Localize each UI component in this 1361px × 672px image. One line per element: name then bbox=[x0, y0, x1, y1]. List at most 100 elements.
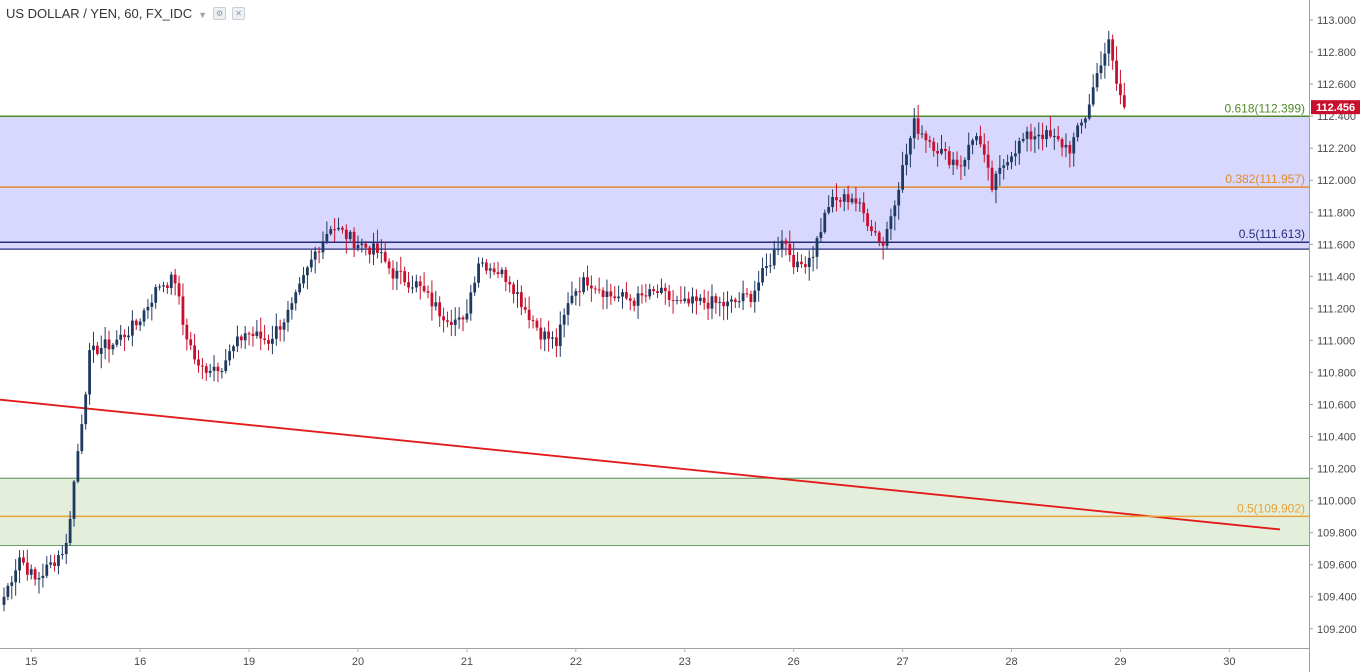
candle-body bbox=[267, 339, 270, 344]
time-axis[interactable]: 15 16 19 20 21 22 23 26 27 28 29 30 bbox=[25, 648, 1235, 668]
candle-body bbox=[644, 295, 648, 297]
fib-zone-1 bbox=[0, 478, 1309, 546]
candle-body bbox=[356, 244, 360, 249]
candle-body bbox=[971, 140, 975, 145]
y-tick-label: 113.000 bbox=[1317, 15, 1356, 27]
candle-body bbox=[924, 133, 928, 141]
candle-body bbox=[800, 261, 803, 265]
candle-body bbox=[963, 160, 967, 167]
candle-body bbox=[150, 302, 154, 307]
candle-body bbox=[158, 286, 161, 288]
candle-body bbox=[628, 298, 632, 301]
candle-body bbox=[757, 282, 761, 291]
candle-body bbox=[543, 331, 547, 340]
candle-body bbox=[570, 295, 574, 304]
settings-icon[interactable]: ⚙ bbox=[213, 7, 227, 20]
candle-body bbox=[1021, 138, 1025, 141]
candle-body bbox=[589, 285, 593, 289]
candle-body bbox=[395, 270, 399, 279]
candle-body bbox=[1103, 53, 1107, 66]
chevron-down-icon[interactable]: ▼ bbox=[198, 9, 208, 20]
candle-body bbox=[831, 197, 834, 208]
candle-body bbox=[290, 303, 294, 310]
candle-body bbox=[173, 274, 177, 284]
y-tick-label: 110.800 bbox=[1317, 367, 1356, 379]
candle-body bbox=[730, 299, 733, 302]
y-tick-label: 109.800 bbox=[1317, 528, 1357, 540]
candle-body bbox=[671, 299, 675, 301]
y-tick-label: 109.200 bbox=[1317, 624, 1357, 636]
candle-body bbox=[37, 577, 41, 580]
candle-body bbox=[819, 232, 823, 239]
candle-body bbox=[920, 133, 924, 135]
candle-body bbox=[660, 287, 663, 293]
candle-body bbox=[776, 249, 780, 251]
candle-body bbox=[220, 370, 224, 372]
candle-body bbox=[582, 277, 586, 293]
candle-body bbox=[399, 270, 403, 272]
candle-body bbox=[625, 292, 628, 299]
candle-body bbox=[975, 136, 978, 141]
candle-body bbox=[337, 227, 340, 230]
candle-body bbox=[306, 267, 309, 276]
candle-body bbox=[134, 320, 138, 326]
candle-body bbox=[959, 165, 963, 167]
candle-body bbox=[189, 339, 193, 346]
y-tick-label: 109.600 bbox=[1317, 560, 1357, 572]
candle-body bbox=[329, 229, 333, 234]
last-price-badge bbox=[1311, 100, 1360, 115]
fib-zone-0 bbox=[0, 116, 1309, 250]
candle-body bbox=[803, 264, 807, 268]
candle-body bbox=[617, 296, 621, 299]
candle-body bbox=[1060, 139, 1064, 148]
x-tick-label: 22 bbox=[570, 656, 582, 668]
x-tick-label: 16 bbox=[134, 656, 146, 668]
y-tick-label: 110.200 bbox=[1317, 464, 1356, 476]
candle-body bbox=[313, 251, 317, 260]
candle-body bbox=[387, 261, 391, 269]
candle-body bbox=[1115, 60, 1118, 84]
candle-body bbox=[1119, 83, 1122, 96]
candle-body bbox=[640, 293, 644, 296]
candle-body bbox=[796, 261, 799, 268]
candle-body bbox=[453, 319, 457, 325]
candle-body bbox=[733, 299, 737, 302]
candle-body bbox=[325, 233, 329, 242]
candle-body bbox=[990, 167, 994, 190]
candle-body bbox=[449, 321, 453, 325]
close-icon[interactable]: ✕ bbox=[232, 7, 246, 20]
candle-body bbox=[586, 277, 589, 286]
candle-body bbox=[519, 292, 523, 308]
fib-levels: 0.618(112.399) 0.382(111.957) 0.5(111.613)… bbox=[0, 101, 1309, 518]
chart-header: US DOLLAR / YEN, 60, FX_IDC ▼ ⚙ ✕ bbox=[6, 6, 246, 21]
candle-body bbox=[88, 350, 91, 395]
candle-body bbox=[535, 320, 539, 328]
candle-body bbox=[932, 141, 936, 151]
candle-body bbox=[239, 336, 243, 341]
candle-body bbox=[14, 570, 18, 583]
candle-body bbox=[765, 266, 768, 269]
y-tick-label: 111.200 bbox=[1317, 303, 1355, 315]
candle-body bbox=[691, 296, 694, 304]
candle-body bbox=[1033, 136, 1037, 140]
candle-body bbox=[1017, 140, 1021, 154]
symbol-title[interactable]: US DOLLAR / YEN, 60, FX_IDC bbox=[6, 6, 193, 21]
candle-body bbox=[123, 334, 126, 338]
candle-body bbox=[815, 238, 819, 257]
candle-body bbox=[92, 345, 95, 351]
candle-body bbox=[403, 271, 407, 283]
fib-level-label-3: 0.5(109.902) bbox=[1237, 501, 1305, 515]
candle-body bbox=[527, 309, 531, 321]
candle-body bbox=[165, 285, 169, 289]
candle-body bbox=[411, 287, 414, 289]
x-tick-label: 30 bbox=[1223, 656, 1235, 668]
candles bbox=[2, 30, 1126, 612]
y-tick-label: 112.000 bbox=[1317, 175, 1356, 187]
candle-body bbox=[632, 300, 636, 306]
candle-body bbox=[204, 366, 208, 373]
candle-body bbox=[430, 292, 434, 307]
candle-body bbox=[53, 562, 56, 566]
candle-body bbox=[469, 292, 473, 314]
